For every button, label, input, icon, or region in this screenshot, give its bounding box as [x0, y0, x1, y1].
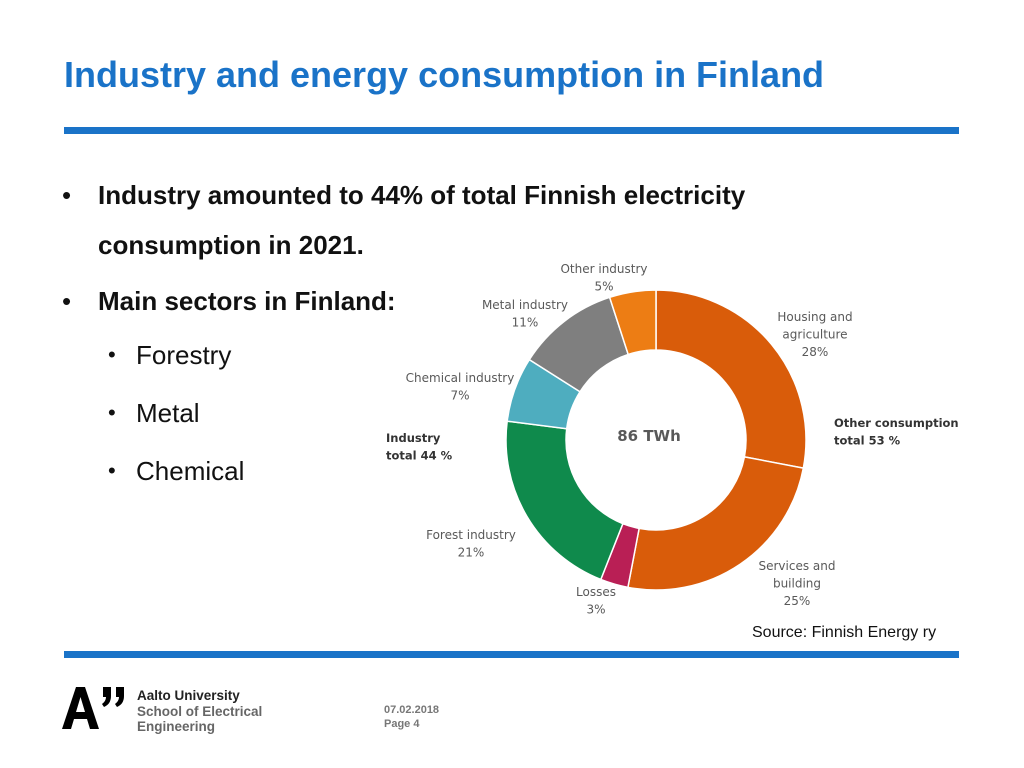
footer-page: Page 4	[384, 718, 420, 730]
page-title: Industry and energy consumption in Finla…	[64, 54, 825, 95]
footer-date: 07.02.2018	[384, 704, 440, 716]
university-line-1: Aalto University	[137, 688, 240, 703]
slice-label-services-and-building: Services and building 25%	[759, 559, 836, 608]
donut-slice-services-and-building	[627, 455, 805, 591]
sector-item-metal: Metal	[56, 384, 816, 442]
university-line-2: School of Electrical	[137, 703, 263, 719]
footer-meta: 07.02.2018 Page 4	[384, 703, 439, 731]
slice-label-other-industry: Other industry 5%	[560, 262, 647, 294]
slice-label-housing-and-agriculture: Housing and agriculture 28%	[777, 310, 852, 359]
donut-center-label: 86 TWh	[617, 427, 681, 445]
bullet-main-sectors: Main sectors in Finland:	[56, 276, 816, 326]
group-label-other-consumption: Other consumption total 53 %	[834, 416, 959, 448]
donut-slice-forest-industry	[505, 420, 624, 581]
footer-divider	[64, 651, 959, 658]
sector-item-forestry: Forestry	[56, 326, 816, 384]
sector-item-chemical: Chemical	[56, 442, 816, 500]
title-divider	[64, 127, 959, 134]
donut-slice-housing-and-agriculture	[655, 289, 807, 469]
slice-label-forest-industry: Forest industry 21%	[426, 528, 516, 560]
university-name: Aalto University School of Electrical En…	[137, 688, 262, 735]
slice-label-chemical-industry: Chemical industry 7%	[406, 371, 515, 403]
aalto-logo-icon	[62, 687, 124, 729]
slice-label-metal-industry: Metal industry 11%	[482, 298, 568, 330]
slice-label-losses: Losses 3%	[576, 585, 616, 617]
bullet-industry-share: Industry amounted to 44% of total Finnis…	[56, 170, 818, 270]
university-line-3: Engineering	[137, 719, 216, 734]
source-note: Source: Finnish Energy ry	[752, 624, 937, 641]
bullet-list: Industry amounted to 44% of total Finnis…	[56, 170, 816, 500]
group-label-industry: Industry total 44 %	[386, 431, 453, 463]
donut-slice-other-industry	[608, 289, 657, 356]
